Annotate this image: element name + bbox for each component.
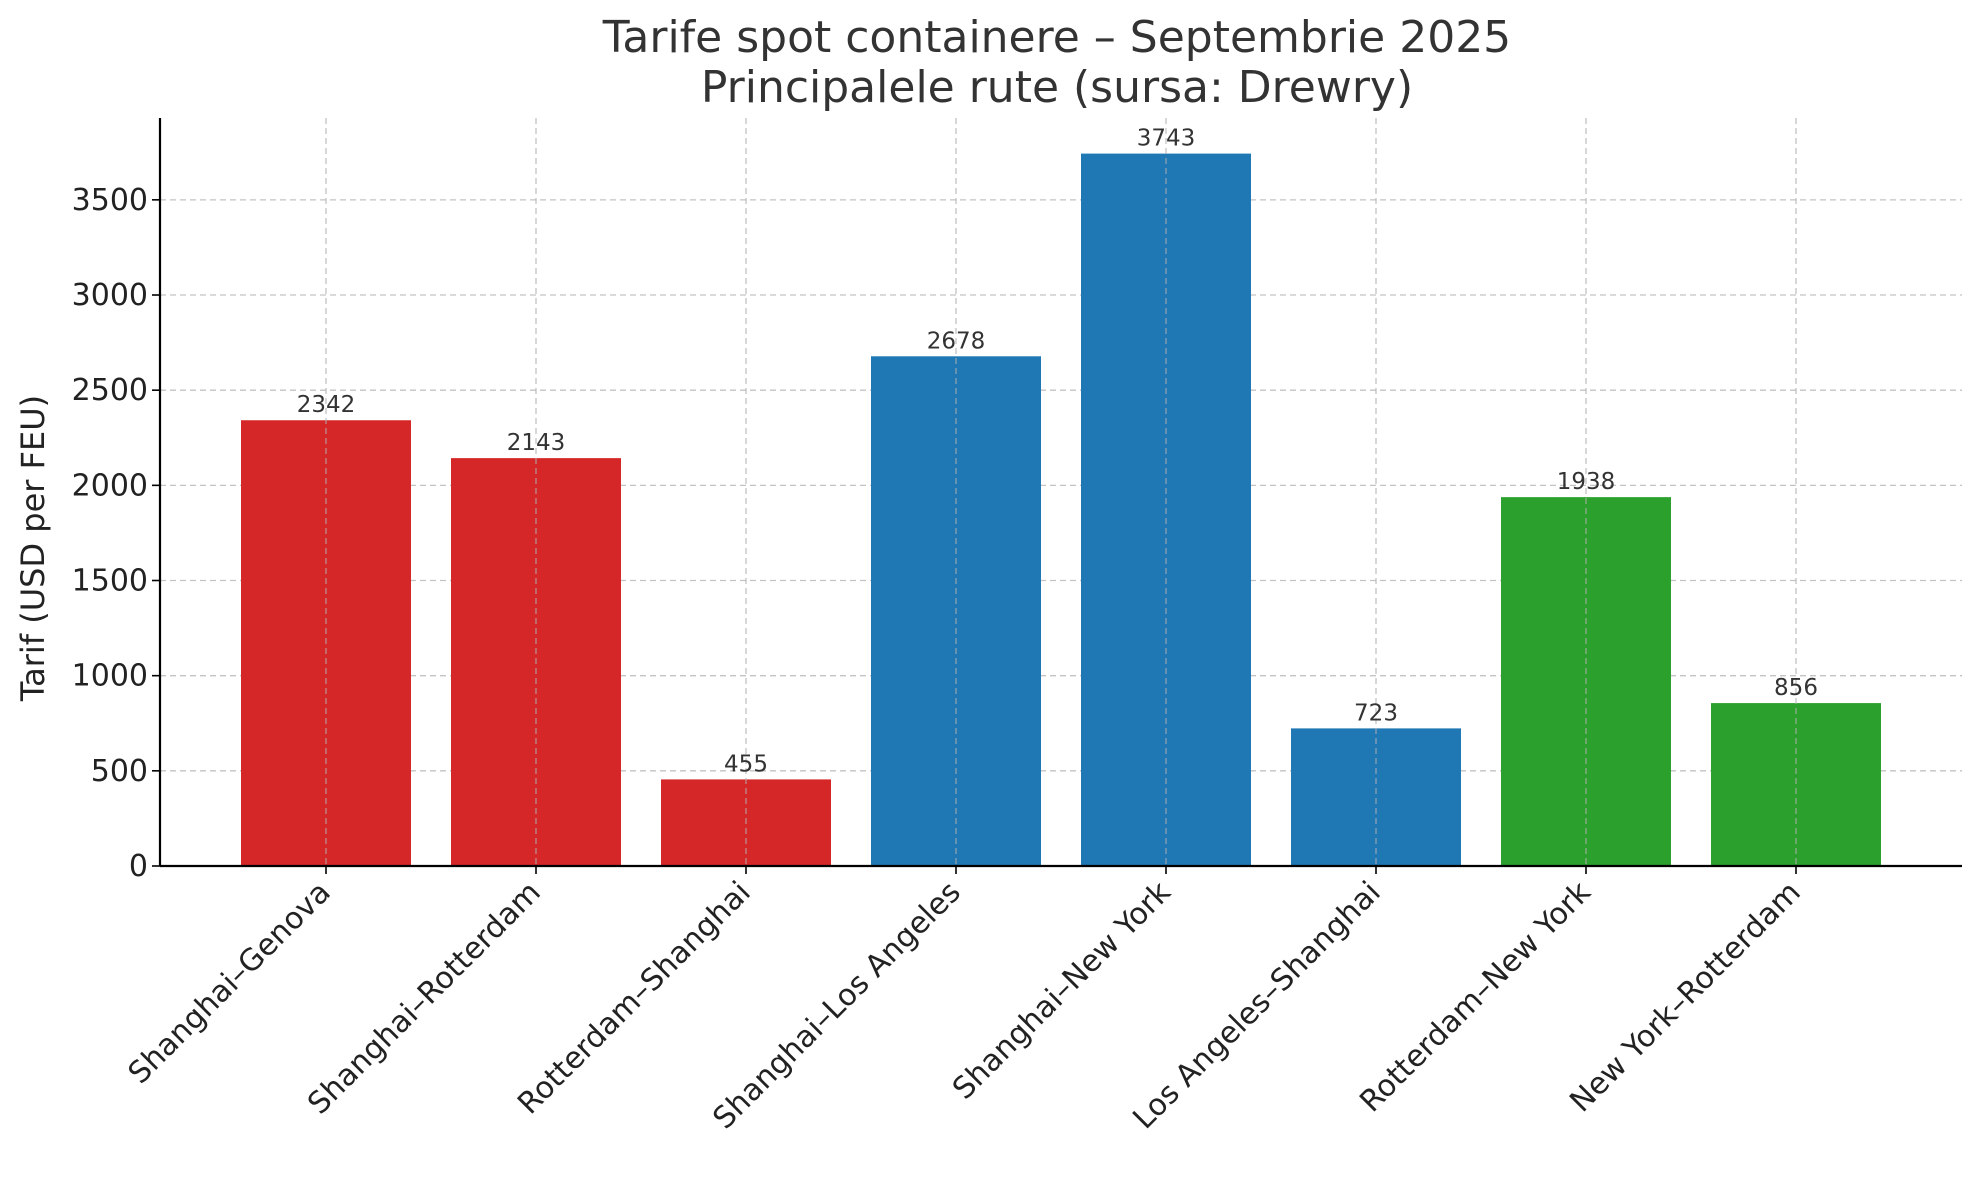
bars-layer (241, 118, 1881, 866)
chart-title-line-1: Tarife spot containere – Septembrie 2025 (602, 12, 1511, 63)
bar-value-label: 2678 (927, 328, 986, 354)
x-tick-label: Shanghai–Rotterdam (301, 875, 547, 1121)
y-tick-label: 500 (91, 754, 148, 789)
y-tick-label: 1000 (72, 659, 148, 694)
y-tick-label: 3500 (72, 183, 148, 218)
bar-value-label: 455 (724, 751, 768, 777)
y-tick-label: 2000 (72, 468, 148, 503)
bar-value-label: 856 (1774, 675, 1818, 701)
y-tick-label: 2500 (72, 373, 148, 408)
x-tick-label: Shanghai–New York (946, 874, 1178, 1106)
y-axis-label: Tarif (USD per FEU) (14, 395, 52, 702)
y-tick-label: 1500 (72, 564, 148, 599)
chart-title-line-2: Principalele rute (sursa: Drewry) (701, 62, 1413, 113)
axes-layer (152, 118, 1962, 874)
x-tick-label: Shanghai–Genova (122, 875, 338, 1091)
x-tick-label: Shanghai–Los Angeles (706, 875, 967, 1136)
bar-value-label: 723 (1354, 700, 1398, 726)
x-tick-label: Los Angeles–Shanghai (1126, 875, 1387, 1136)
x-tick-label: New York–Rotterdam (1563, 875, 1807, 1119)
y-tick-label: 0 (129, 849, 148, 884)
bar-value-label: 1938 (1557, 469, 1616, 495)
bar-value-label: 2342 (297, 392, 356, 418)
x-tick-label: Rotterdam–New York (1353, 874, 1598, 1119)
y-tick-label: 3000 (72, 278, 148, 313)
bar-value-label: 2143 (507, 430, 566, 456)
grid-layer (160, 199, 1962, 772)
x-tick-label: Rotterdam–Shanghai (511, 875, 757, 1121)
bar-value-label: 3743 (1137, 126, 1196, 152)
